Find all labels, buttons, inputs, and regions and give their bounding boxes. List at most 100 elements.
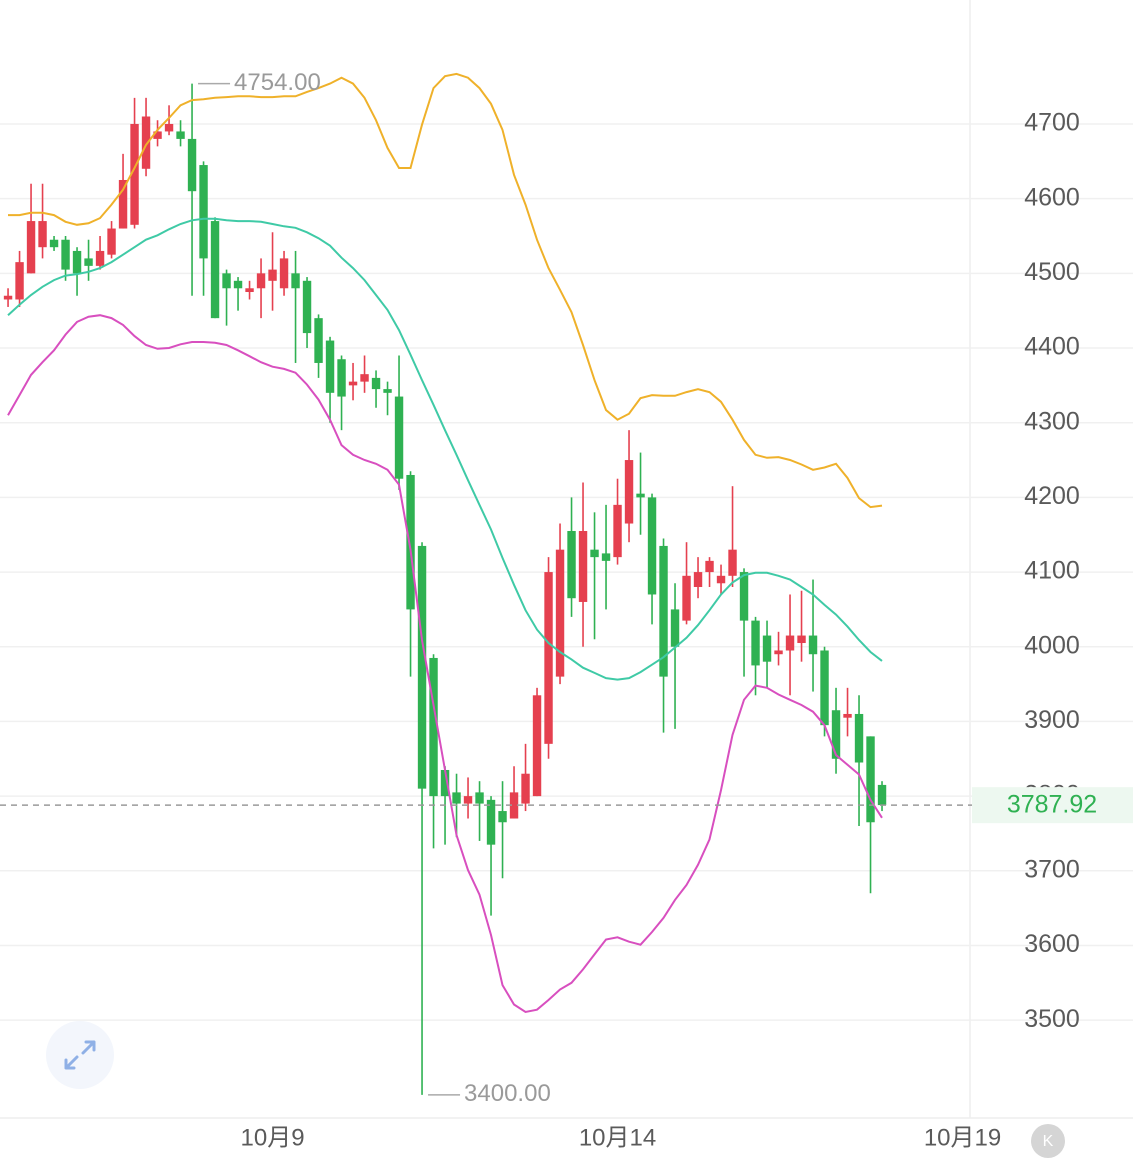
y-tick-label: 4300 <box>1024 407 1080 435</box>
candle-body <box>95 250 105 266</box>
candle-body <box>141 116 151 169</box>
y-tick-label: 3500 <box>1024 1005 1080 1033</box>
candle-body <box>314 318 323 363</box>
y-tick-label: 4000 <box>1024 631 1080 659</box>
candle-body <box>360 374 369 382</box>
candle-body <box>613 504 622 558</box>
candle-body <box>107 228 116 255</box>
candle-body <box>475 792 484 804</box>
candle-body <box>509 792 519 819</box>
candle-body <box>268 269 277 281</box>
band-line <box>7 217 883 681</box>
expand-circle[interactable] <box>46 1021 114 1089</box>
candle-body <box>521 773 530 804</box>
candle-body <box>682 575 691 621</box>
candle-body <box>544 572 553 744</box>
candle-body <box>222 273 231 289</box>
y-tick-label: 4200 <box>1024 482 1080 510</box>
marker-label: 4754.00 <box>234 69 321 96</box>
candle-body <box>636 493 645 498</box>
candle-body <box>130 123 139 225</box>
last-price-label: 3787.92 <box>1007 791 1097 819</box>
candle-body <box>302 280 312 334</box>
candle-body <box>26 221 36 274</box>
candle-body <box>72 250 82 274</box>
candle-body <box>440 769 450 797</box>
candle-body <box>394 396 404 479</box>
candle-body <box>567 530 576 599</box>
x-tick-label: 10月9 <box>241 1124 305 1151</box>
y-tick-label: 3700 <box>1024 855 1080 883</box>
candle-body <box>659 545 668 677</box>
expand-button[interactable] <box>46 1021 114 1089</box>
candle-body <box>245 288 254 293</box>
candle-body <box>693 572 703 588</box>
candle-body <box>256 273 266 289</box>
y-tick-label: 3600 <box>1024 930 1080 958</box>
candle-body <box>762 635 772 662</box>
candle-body <box>348 381 358 386</box>
candle-body <box>118 179 128 229</box>
candle-body <box>291 273 300 289</box>
y-tick-label: 4700 <box>1024 109 1080 137</box>
x-tick-label: 10月19 <box>924 1124 1001 1151</box>
candle-body <box>555 549 565 677</box>
candle-body <box>774 650 783 655</box>
y-tick-label: 4400 <box>1024 333 1080 361</box>
badge-circle[interactable] <box>1031 1124 1065 1158</box>
candle-body <box>452 792 461 804</box>
candle-body <box>210 221 220 319</box>
candle-body <box>808 635 818 655</box>
candle-body <box>877 784 887 806</box>
candle-body <box>429 657 438 797</box>
expand-icon[interactable] <box>64 1040 96 1070</box>
candle-body <box>705 560 714 573</box>
candle-body <box>820 650 829 726</box>
band-line <box>8 72 883 509</box>
candle-body <box>739 572 749 621</box>
y-tick-label: 4600 <box>1024 183 1080 211</box>
candle-body <box>624 460 634 524</box>
candle-body <box>751 620 760 666</box>
candle-body <box>279 258 289 289</box>
candle-body <box>532 695 542 797</box>
candle-body <box>49 239 59 248</box>
y-tick-label: 4500 <box>1024 258 1080 286</box>
marker-label: 3400.00 <box>464 1080 551 1107</box>
candle-body <box>417 545 427 789</box>
candle-body <box>486 799 496 845</box>
x-tick-label: 10月14 <box>579 1124 656 1151</box>
candle-body <box>15 262 24 300</box>
candle-body <box>728 549 737 576</box>
candle-body <box>233 280 243 289</box>
candle-body <box>463 796 473 804</box>
candle-body <box>199 165 208 259</box>
candle-body <box>176 131 185 139</box>
candle-body <box>498 811 507 823</box>
candle-body <box>325 340 335 393</box>
candle-body <box>797 635 806 644</box>
candle-body <box>831 710 841 759</box>
candle-body <box>38 221 47 248</box>
candle-body <box>716 575 726 584</box>
candle-body <box>854 713 864 763</box>
candle-body <box>647 497 657 595</box>
badge[interactable]: K <box>1043 1133 1054 1150</box>
candle-body <box>578 530 588 602</box>
band-line <box>7 314 883 1014</box>
candle-body <box>670 609 680 647</box>
y-tick-label: 4100 <box>1024 557 1080 585</box>
candle-body <box>590 549 599 558</box>
candle-body <box>164 123 174 132</box>
last-price-box <box>972 787 1133 824</box>
candle-body <box>866 736 875 823</box>
candle-body <box>337 359 346 397</box>
candle-body <box>3 295 13 300</box>
candle-body <box>187 138 197 192</box>
candle-body <box>153 131 162 139</box>
candle-body <box>383 389 392 393</box>
y-tick-label: 3900 <box>1024 706 1080 734</box>
candle-body <box>785 635 795 651</box>
